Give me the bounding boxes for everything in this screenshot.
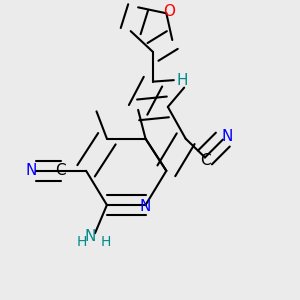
Text: H: H (177, 73, 188, 88)
Text: H: H (76, 235, 87, 249)
Text: O: O (163, 4, 175, 19)
Text: N: N (26, 163, 37, 178)
Text: N: N (222, 129, 233, 144)
Text: C: C (56, 163, 66, 178)
Text: C: C (200, 153, 210, 168)
Text: N: N (85, 229, 96, 244)
Text: H: H (100, 235, 111, 249)
Text: N: N (140, 199, 151, 214)
